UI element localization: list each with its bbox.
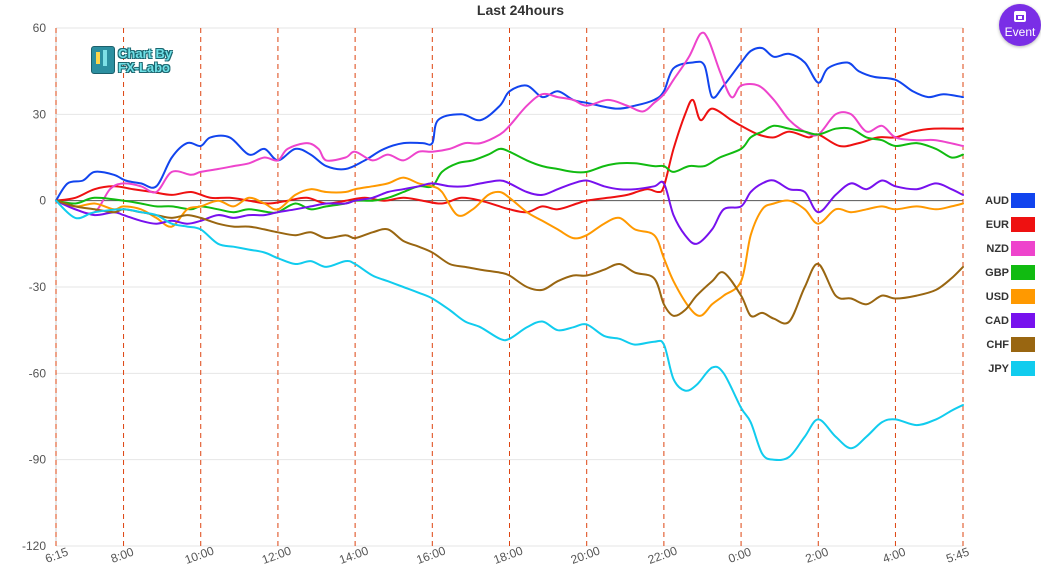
legend-swatch (1011, 289, 1035, 304)
y-tick-label: -120 (22, 539, 46, 553)
x-tick-label: 16:00 (414, 543, 447, 567)
legend-swatch (1011, 241, 1035, 256)
y-tick-label: 30 (33, 107, 47, 121)
x-tick-label: 12:00 (260, 543, 293, 567)
x-tick-label: 20:00 (569, 543, 602, 567)
logo-line2: FX-Labo (118, 60, 170, 75)
legend-label: CHF (986, 339, 1009, 351)
legend-item-gbp[interactable]: GBP (975, 265, 1041, 281)
series-line-jpy (55, 199, 964, 461)
y-tick-label: -30 (29, 280, 47, 294)
x-tick-label: 14:00 (337, 543, 370, 567)
legend-item-nzd[interactable]: NZD (975, 241, 1041, 257)
series-line-usd (55, 176, 964, 317)
y-tick-label: -90 (29, 453, 47, 467)
series-line-cad (55, 179, 964, 245)
x-tick-label: 5:45 (944, 545, 971, 566)
x-tick-label: 10:00 (183, 543, 216, 567)
event-button-label: Event (1004, 25, 1036, 39)
legend-label: EUR (985, 219, 1009, 231)
legend-label: USD (985, 291, 1009, 303)
series-line-aud (55, 46, 964, 202)
series-line-chf (55, 199, 964, 325)
chart-logo-icon (91, 46, 115, 74)
x-tick-label: 0:00 (726, 545, 753, 566)
legend-swatch (1011, 217, 1035, 232)
legend-label: CAD (985, 315, 1009, 327)
legend-item-usd[interactable]: USD (975, 289, 1041, 305)
legend-item-cad[interactable]: CAD (975, 313, 1041, 329)
logo-line1: Chart By (118, 46, 173, 61)
x-tick-label: 22:00 (646, 543, 679, 567)
series-line-gbp (55, 124, 964, 214)
series-line-nzd (55, 31, 964, 215)
y-tick-label: -60 (29, 366, 47, 380)
legend-swatch (1011, 337, 1035, 352)
legend-label: GBP (985, 267, 1009, 279)
legend-item-chf[interactable]: CHF (975, 337, 1041, 353)
x-tick-label: 2:00 (804, 545, 831, 566)
legend-item-aud[interactable]: AUD (975, 193, 1041, 209)
legend-label: NZD (986, 243, 1009, 255)
legend-label: JPY (988, 363, 1009, 375)
calendar-icon (1014, 11, 1026, 22)
x-tick-label: 8:00 (109, 545, 136, 566)
legend-swatch (1011, 313, 1035, 328)
legend-swatch (1011, 265, 1035, 280)
x-tick-label: 18:00 (492, 543, 525, 567)
y-tick-label: 0 (39, 194, 46, 208)
chart-title: Last 24hours (476, 2, 565, 18)
legend-label: AUD (985, 195, 1009, 207)
legend-item-eur[interactable]: EUR (975, 217, 1041, 233)
x-tick-label: 6:15 (43, 545, 70, 566)
legend-swatch (1011, 193, 1035, 208)
legend-item-jpy[interactable]: JPY (975, 361, 1041, 377)
event-button[interactable]: Event (999, 4, 1041, 46)
legend-swatch (1011, 361, 1035, 376)
y-tick-label: 60 (33, 21, 47, 35)
x-tick-label: 4:00 (881, 545, 908, 566)
fx-labo-logo: Chart By FX-Labo (91, 46, 189, 76)
series-line-eur (55, 98, 964, 214)
